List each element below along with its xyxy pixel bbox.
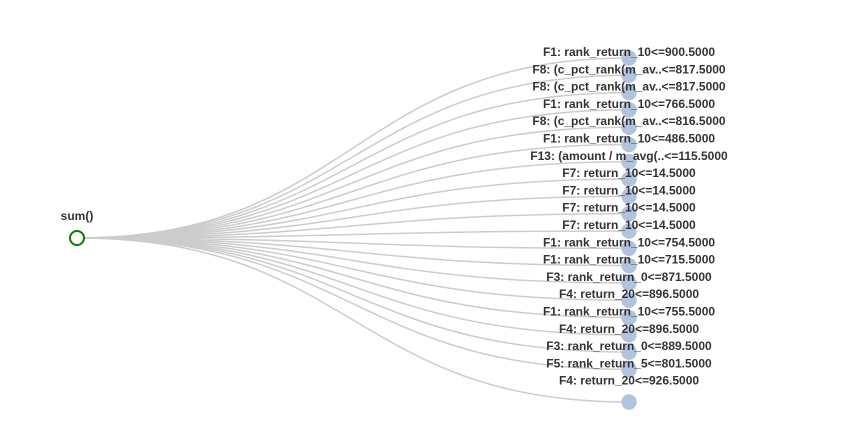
leaf-label: F1: rank_return_10<=754.5000 [543, 235, 715, 249]
leaf-node[interactable] [621, 188, 637, 205]
leaf-node[interactable] [621, 275, 637, 291]
leaf-label: F7: return_10<=14.5000 [562, 166, 696, 180]
leaf-node[interactable] [621, 327, 637, 343]
leaf-node[interactable] [621, 361, 637, 378]
leaf-label: F5: rank_return_5<=801.5000 [546, 356, 712, 370]
leaf-node[interactable] [621, 171, 637, 187]
leaf-label: F1: rank_return_10<=715.5000 [543, 253, 715, 267]
label-layer: F1: rank_return_10<=900.5000 F8: (c_pct_r… [530, 45, 728, 388]
tree-edge [76, 230, 630, 239]
leaf-node[interactable] [621, 240, 637, 257]
leaf-node[interactable] [621, 292, 637, 308]
leaf-label: F8: (c_pct_rank(m_av..<=816.5000 [532, 114, 726, 128]
leaf-label: F1: rank_return_10<=755.5000 [543, 305, 715, 319]
leaf-node[interactable] [621, 84, 637, 101]
leaf-node[interactable] [621, 50, 637, 66]
leaf-node[interactable] [621, 205, 637, 222]
tree-edge [76, 212, 630, 239]
root-node[interactable] [69, 230, 85, 246]
tree-edge [76, 143, 630, 239]
leaf-node[interactable] [621, 223, 637, 239]
leaf-label: F4: return_20<=896.5000 [559, 322, 699, 336]
leaf-label: F4: return_20<=926.5000 [559, 374, 699, 388]
leaf-label: F7: return_10<=14.5000 [562, 218, 696, 232]
leaf-node[interactable] [621, 257, 637, 274]
tree-edge [76, 237, 630, 371]
tree-edge [76, 178, 630, 239]
leaf-label: F13: (amount / m_avg(..<=115.5000 [530, 149, 728, 163]
leaf-label: F7: return_10<=14.5000 [562, 183, 696, 197]
root-group: sum() [61, 209, 94, 246]
tree-edge [76, 237, 630, 250]
tree-edge [76, 237, 630, 284]
tree-edge [76, 237, 630, 319]
root-label: sum() [61, 209, 94, 223]
leaf-node[interactable] [621, 344, 637, 360]
leaf-label: F8: (c_pct_rank(m_av..<=817.5000 [532, 80, 726, 94]
leaf-node[interactable] [621, 309, 637, 326]
leaf-label: F1: rank_return_10<=766.5000 [543, 97, 715, 111]
leaf-node[interactable] [621, 136, 637, 153]
tree-edge [76, 109, 630, 239]
leaf-label: F3: rank_return_0<=889.5000 [546, 339, 712, 353]
leaf-label: F1: rank_return_10<=900.5000 [543, 45, 715, 59]
leaf-label: F3: rank_return_0<=871.5000 [546, 270, 712, 284]
edge-layer [76, 57, 630, 403]
tree-edge [76, 195, 630, 239]
leaf-label: F7: return_10<=14.5000 [562, 201, 696, 215]
leaf-node[interactable] [621, 67, 637, 84]
leaf-node[interactable] [621, 119, 637, 135]
leaf-layer [621, 50, 637, 410]
leaf-label: F4: return_20<=896.5000 [559, 287, 699, 301]
tree-edge [76, 237, 630, 301]
leaf-node[interactable] [621, 154, 637, 170]
tree-edge [76, 57, 630, 239]
tree-edge [76, 74, 630, 239]
leaf-label: F1: rank_return_10<=486.5000 [543, 132, 715, 146]
tree-edge [76, 91, 630, 239]
tree-edge [76, 237, 630, 267]
leaf-node[interactable] [621, 394, 637, 410]
tree-edge [76, 237, 630, 353]
tree-edge [76, 237, 630, 403]
leaf-node[interactable] [621, 102, 637, 118]
tree-edge [76, 237, 630, 336]
tree-edge [76, 161, 630, 239]
leaf-label: F8: (c_pct_rank(m_av..<=817.5000 [532, 62, 726, 76]
tree-edge [76, 126, 630, 239]
